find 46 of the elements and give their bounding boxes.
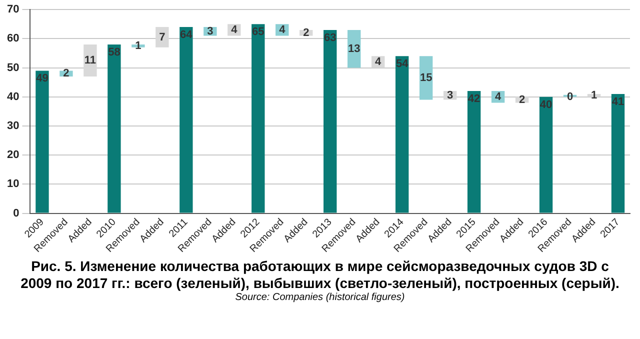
- bar: [611, 94, 625, 213]
- data-label: 58: [108, 46, 120, 59]
- y-tick-label: 70: [6, 4, 20, 16]
- data-label: 4: [494, 90, 502, 103]
- bar: [36, 70, 49, 213]
- data-label: 4: [231, 24, 238, 36]
- y-tick-label: 20: [6, 149, 20, 162]
- data-label: 3: [447, 89, 454, 102]
- data-label: 40: [540, 98, 552, 111]
- y-tick-label: 60: [6, 32, 20, 45]
- bar: [539, 96, 553, 213]
- text: Рис. 5. Изменение количества работающих в мире сейсморазведочных судов 3D с 2009 по 2017 гг.: всего (зеленый), выбывших (светло-зеленый), построенных (серый).: [20, 258, 620, 292]
- data-label: 0: [566, 90, 574, 103]
- data-label: 41: [612, 96, 624, 108]
- data-label: 7: [159, 31, 166, 44]
- bar: [156, 27, 169, 48]
- bar: [180, 27, 193, 213]
- data-label: 15: [420, 72, 432, 84]
- data-label: 1: [135, 40, 142, 52]
- data-label: 64: [180, 29, 194, 42]
- source-note: Source: Companies (historical figures): [234, 292, 406, 303]
- data-label: 3: [207, 25, 214, 38]
- y-tick-label: 0: [13, 207, 20, 220]
- y-tick-label: 10: [6, 178, 20, 190]
- y-tick-label: 40: [6, 90, 20, 103]
- data-label: 49: [36, 72, 48, 85]
- data-label: 63: [324, 32, 336, 44]
- data-label: 1: [590, 89, 598, 102]
- data-label: 4: [375, 56, 382, 68]
- data-label: 65: [252, 26, 264, 38]
- bar: [324, 30, 337, 213]
- data-label: 2: [63, 68, 70, 80]
- data-label: 4: [279, 24, 286, 36]
- data-label: 42: [468, 93, 480, 106]
- bar: [84, 44, 97, 77]
- bar: [252, 24, 265, 213]
- data-label: 54: [396, 58, 410, 70]
- bar: [467, 91, 481, 213]
- bar: [395, 56, 409, 213]
- data-label: 2: [303, 26, 310, 39]
- data-label: 11: [84, 54, 96, 67]
- data-label: 2: [518, 94, 526, 106]
- y-tick-label: 50: [6, 62, 20, 74]
- bar: [108, 44, 121, 213]
- data-label: 13: [348, 42, 360, 55]
- y-tick-label: 30: [6, 120, 20, 132]
